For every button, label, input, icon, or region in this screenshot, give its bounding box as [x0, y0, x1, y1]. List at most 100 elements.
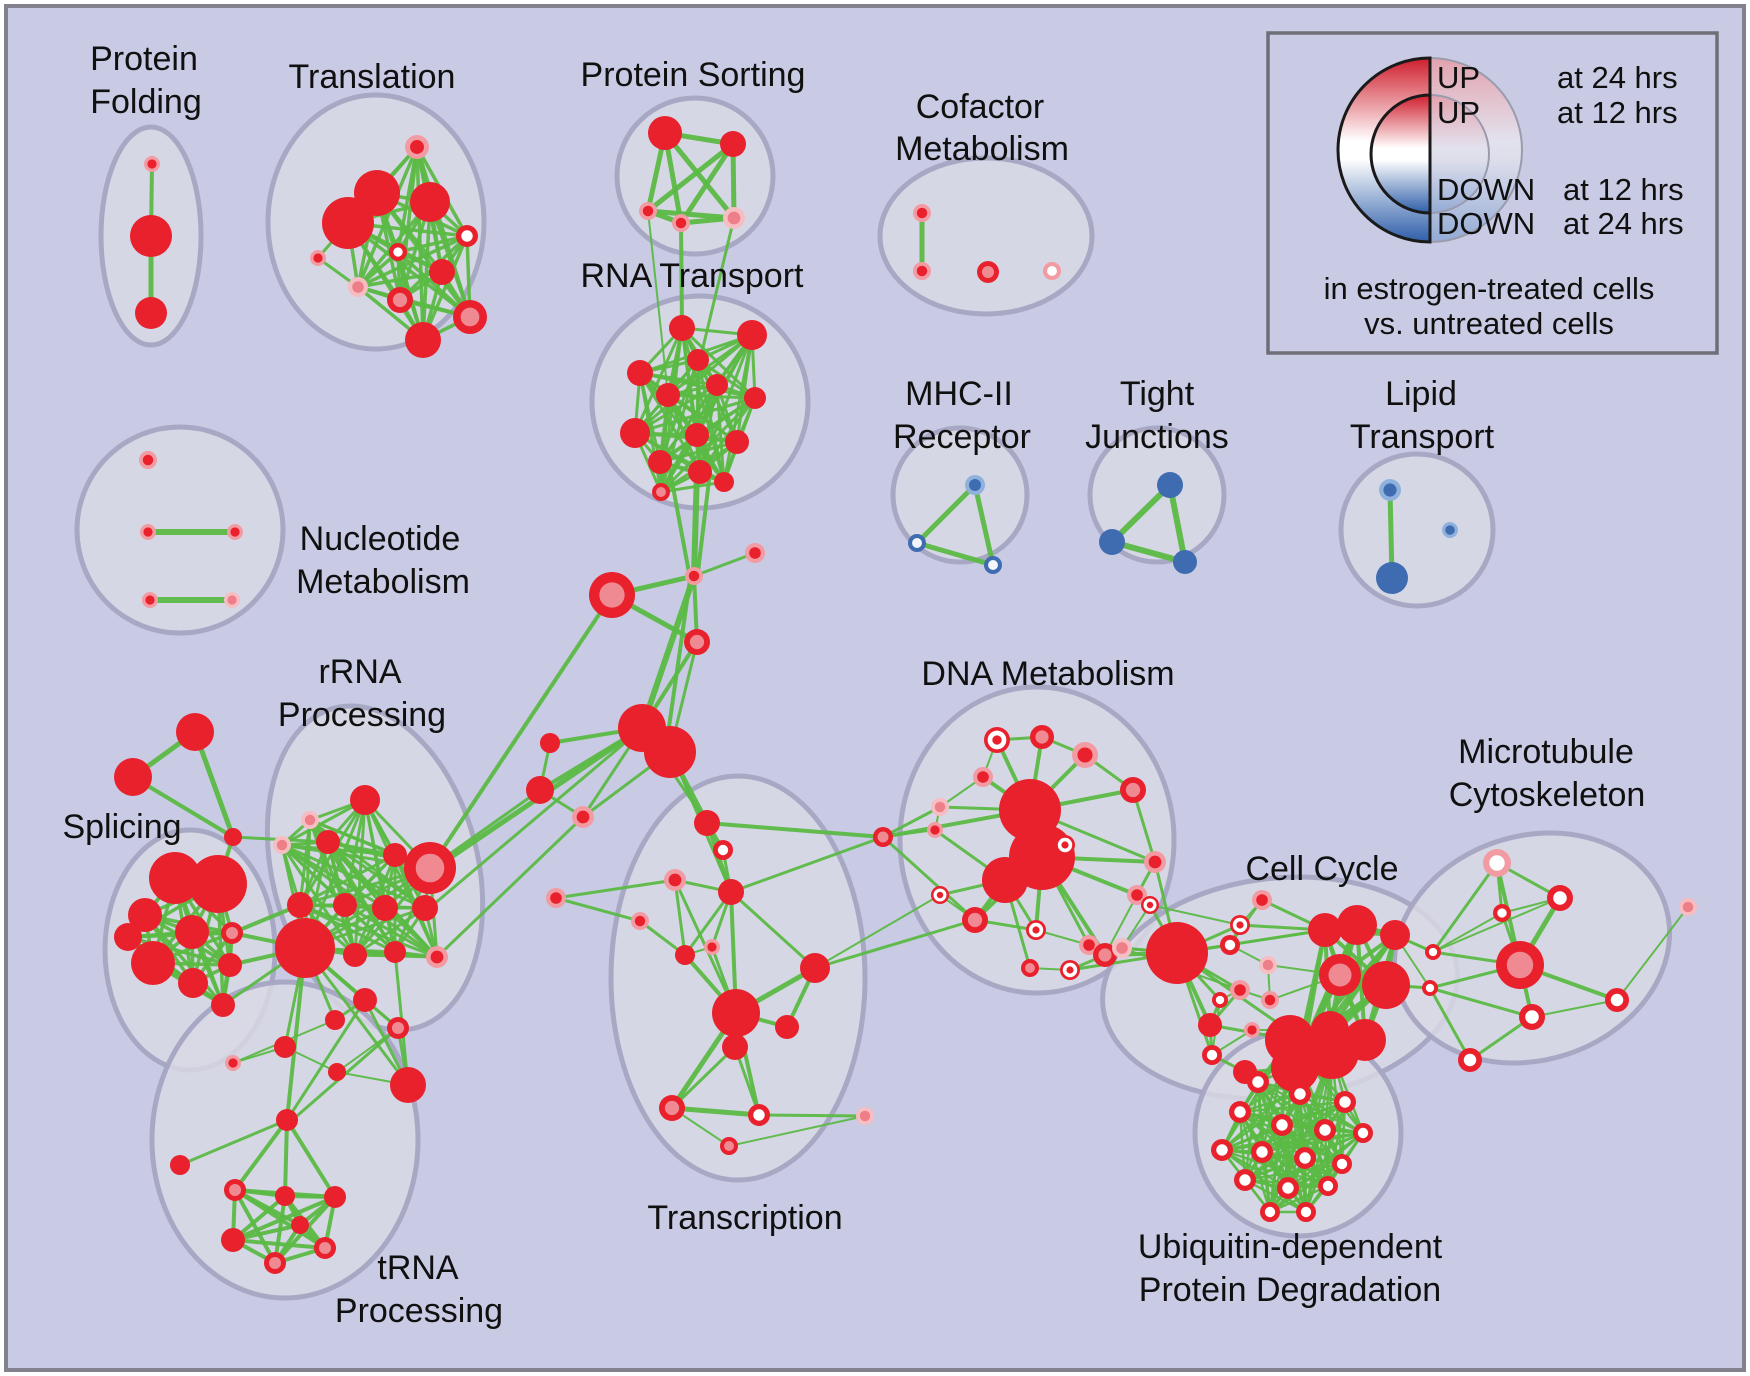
network-edge: [972, 482, 996, 568]
network-edge: [645, 208, 737, 221]
gene-node: [175, 915, 209, 949]
gene-node: [225, 1055, 241, 1071]
gene-node-core: [276, 839, 288, 851]
cluster-ellipse-mhc-ii-receptor: [890, 425, 1030, 565]
gene-node: [1458, 1048, 1482, 1072]
gene-node: [140, 524, 156, 540]
gene-node-outer: [325, 1010, 345, 1030]
gene-node: [383, 843, 407, 867]
gene-node: [301, 811, 319, 829]
gene-node: [410, 182, 450, 222]
gene-node: [348, 277, 368, 297]
gene-node: [372, 895, 398, 921]
network-edge: [633, 396, 757, 435]
network-edge: [662, 130, 737, 221]
gene-node-core: [599, 582, 625, 608]
gene-node-core: [1276, 1119, 1288, 1131]
gene-node: [745, 543, 765, 563]
gene-node: [404, 842, 456, 894]
cluster-label: MHC-II: [905, 375, 1013, 413]
gene-node-core: [1116, 942, 1128, 954]
gene-node: [1353, 1123, 1373, 1143]
gene-node-outer: [176, 713, 214, 751]
gene-node-core: [724, 1141, 734, 1151]
gene-node-core: [1506, 951, 1534, 979]
network-edge: [233, 1118, 289, 1192]
gene-node-core: [1489, 855, 1505, 871]
gene-node-core: [1339, 1096, 1351, 1108]
gene-node-core: [228, 1183, 242, 1197]
network-edge: [814, 894, 941, 969]
gene-node: [1334, 1091, 1356, 1113]
gene-node-outer: [718, 879, 744, 905]
gene-node: [913, 262, 931, 280]
gene-node-outer: [383, 843, 407, 867]
gene-node-outer: [1265, 1015, 1315, 1065]
gene-node: [1332, 1154, 1352, 1174]
gene-node-core: [992, 735, 1002, 745]
gene-node: [1547, 885, 1573, 911]
cluster-label: Transcription: [647, 1199, 842, 1237]
gene-node: [1202, 1045, 1222, 1065]
network-edge: [728, 1115, 866, 1147]
gene-node-outer: [324, 1186, 346, 1208]
gene-node: [722, 1034, 748, 1060]
gene-node: [139, 451, 157, 469]
gene-node-outer: [135, 297, 167, 329]
gene-node: [965, 475, 985, 495]
cluster-label: Protein: [90, 40, 198, 78]
gene-node-core: [877, 831, 889, 843]
network-edge: [131, 775, 235, 839]
gene-node: [316, 830, 340, 854]
network-edge: [1220, 1131, 1365, 1152]
gene-node: [1442, 522, 1458, 538]
gene-node: [908, 534, 926, 552]
gene-node-core: [415, 853, 445, 883]
gene-node: [1294, 1147, 1316, 1169]
gene-node-core: [304, 814, 316, 826]
gene-node-outer: [275, 1186, 295, 1206]
gene-node: [1072, 742, 1098, 768]
network-edge: [698, 216, 736, 362]
gene-node-outer: [540, 733, 560, 753]
gene-node-outer: [694, 810, 720, 836]
gene-node: [325, 1010, 345, 1030]
gene-node: [669, 315, 695, 341]
network-edge: [673, 878, 687, 957]
gene-node-core: [1224, 939, 1236, 951]
gene-node: [748, 1104, 770, 1126]
gene-node: [712, 989, 760, 1037]
gene-node-outer: [131, 941, 175, 985]
gene-node: [1493, 904, 1511, 922]
gene-node: [546, 888, 566, 908]
gene-node: [1265, 1015, 1315, 1065]
gene-node: [688, 460, 712, 484]
gene-node: [1376, 562, 1408, 594]
gene-node-core: [1264, 1206, 1276, 1218]
gene-node-core: [1463, 1053, 1477, 1067]
gene-node-outer: [114, 923, 142, 951]
cluster-label: Processing: [335, 1292, 503, 1330]
network-edge: [1431, 861, 1499, 954]
gene-node-core: [977, 771, 989, 783]
gene-node-core: [1206, 1049, 1218, 1061]
gene-node-outer: [384, 941, 406, 963]
network-edge: [143, 913, 225, 1007]
network-edge: [1238, 1100, 1347, 1114]
gene-node-outer: [688, 460, 712, 484]
gene-node-core: [859, 1110, 871, 1122]
gene-node: [1289, 1083, 1311, 1105]
gene-node-core: [1425, 983, 1435, 993]
gene-node-outer: [1146, 922, 1208, 984]
gene-node: [387, 1017, 409, 1039]
gene-node: [1679, 898, 1697, 916]
network-edge: [1428, 986, 1534, 1019]
network-edge: [1432, 897, 1561, 953]
gene-node-core: [1061, 841, 1069, 849]
network-edge: [729, 835, 885, 894]
gene-node: [1271, 1114, 1293, 1136]
gene-node-outer: [412, 895, 438, 921]
gene-node: [620, 418, 650, 448]
gene-node: [706, 374, 728, 396]
gene-node: [314, 1237, 336, 1259]
